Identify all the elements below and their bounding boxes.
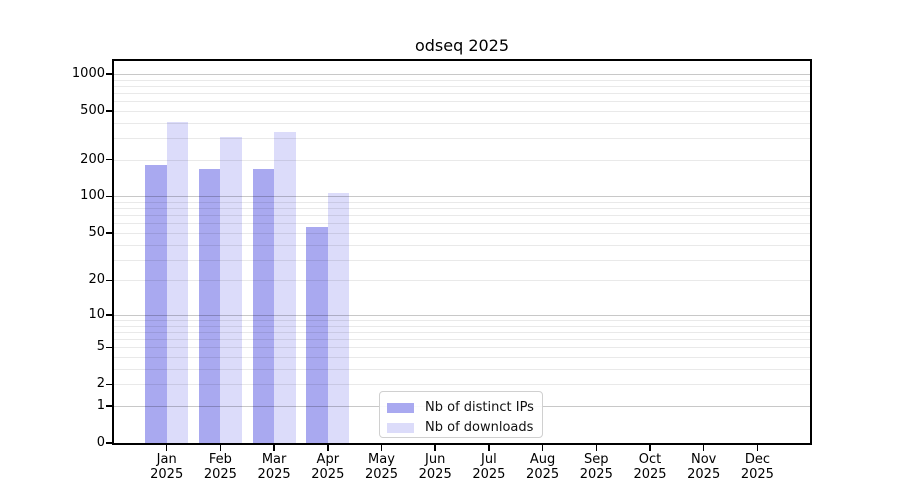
x-tick-label-dec: Dec 2025 [740, 452, 774, 482]
x-tick-label-feb: Feb 2025 [203, 452, 237, 482]
y-tick-label-0: 0 [96, 435, 105, 450]
gridline-y-400 [114, 122, 810, 124]
bar-downloads-jan [166, 122, 189, 443]
gridline-y-20 [114, 280, 810, 282]
gridline-y-200 [114, 159, 810, 161]
gridline-y-600 [114, 101, 810, 103]
y-tick-label-5: 5 [96, 339, 105, 355]
gridline-y-1000 [114, 73, 810, 75]
gridline-y-60 [114, 223, 810, 225]
y-tick-mark-2 [106, 383, 113, 386]
gridline-y-5 [114, 347, 810, 349]
gridline-y-30 [114, 259, 810, 261]
distinct-ips-swatch-icon [387, 403, 414, 413]
x-tick-mark-jun [434, 445, 436, 451]
legend-entry-distinct-ips: Nb of distinct IPs [387, 398, 542, 418]
y-tick-mark-1000 [106, 73, 113, 75]
y-tick-label-2: 2 [96, 376, 105, 392]
y-tick-label-10: 10 [88, 306, 105, 322]
y-tick-mark-20 [106, 279, 113, 282]
gridline-y-100 [114, 196, 810, 198]
gridline-y-800 [114, 85, 810, 87]
x-tick-mark-feb [219, 445, 222, 451]
x-tick-label-jun: Jun 2025 [418, 452, 452, 482]
x-tick-mark-sep [595, 445, 598, 451]
gridline-y-10 [114, 314, 810, 316]
y-tick-label-20: 20 [88, 272, 105, 288]
gridline-y-300 [114, 138, 810, 140]
legend: Nb of distinct IPs Nb of downloads [379, 391, 543, 438]
gridline-y-900 [114, 79, 810, 81]
gridline-y-2 [114, 384, 810, 386]
bar-downloads-mar [274, 132, 296, 443]
y-tick-mark-10 [106, 314, 113, 316]
x-tick-mark-mar [273, 445, 275, 451]
y-tick-mark-50 [106, 232, 113, 234]
y-tick-label-500: 500 [80, 102, 105, 118]
gridline-y-7 [114, 331, 810, 333]
gridline-y-90 [114, 202, 810, 204]
y-tick-mark-5 [106, 346, 113, 349]
x-tick-label-apr: Apr 2025 [311, 452, 345, 482]
legend-label-distinct-ips: Nb of distinct IPs [425, 400, 534, 415]
x-tick-mark-may [380, 445, 383, 451]
x-tick-mark-apr [327, 445, 329, 451]
x-tick-label-aug: Aug 2025 [526, 452, 560, 482]
y-tick-label-50: 50 [88, 224, 105, 240]
gridline-y-4 [114, 357, 810, 359]
x-tick-label-oct: Oct 2025 [633, 452, 667, 482]
gridline-y-8 [114, 325, 810, 327]
bar-distinct-ips-apr [306, 227, 328, 443]
plot-area [112, 59, 812, 445]
x-tick-mark-oct [649, 445, 651, 451]
y-tick-mark-500 [106, 110, 113, 112]
gridline-y-3 [114, 368, 810, 370]
y-tick-label-1: 1 [96, 397, 105, 413]
y-tick-mark-100 [106, 195, 113, 198]
legend-label-downloads: Nb of downloads [425, 420, 534, 435]
x-tick-mark-jul [488, 445, 490, 451]
chart-title: odseq 2025 [414, 36, 510, 55]
y-tick-mark-0 [106, 442, 113, 444]
gridline-y-50 [114, 232, 810, 234]
x-tick-label-jan: Jan 2025 [150, 452, 184, 482]
x-tick-mark-aug [541, 445, 544, 451]
x-tick-mark-jan [165, 445, 168, 451]
y-tick-mark-200 [106, 158, 113, 161]
y-tick-label-200: 200 [80, 151, 105, 167]
gridline-y-9 [114, 320, 810, 321]
x-tick-label-jul: Jul 2025 [472, 452, 506, 482]
y-tick-label-1000: 1000 [71, 65, 105, 81]
y-tick-label-100: 100 [80, 188, 105, 204]
x-tick-label-nov: Nov 2025 [687, 452, 721, 482]
gridline-y-500 [114, 110, 810, 112]
x-tick-mark-dec [756, 445, 759, 451]
legend-entry-downloads: Nb of downloads [387, 418, 542, 438]
downloads-swatch-icon [387, 423, 414, 433]
gridline-y-40 [114, 244, 810, 246]
bar-distinct-ips-feb [198, 168, 221, 443]
x-tick-mark-nov [702, 445, 705, 451]
y-tick-mark-1 [106, 405, 113, 407]
gridline-y-80 [114, 208, 810, 210]
x-tick-label-mar: Mar 2025 [257, 452, 291, 482]
gridline-y-6 [114, 339, 810, 341]
bar-distinct-ips-jan [145, 165, 167, 443]
bar-downloads-feb [220, 136, 242, 443]
bar-downloads-apr [327, 192, 350, 443]
x-tick-label-sep: Sep 2025 [579, 452, 613, 482]
gridline-y-700 [114, 92, 810, 94]
gridline-y-70 [114, 215, 810, 217]
x-tick-label-may: May 2025 [364, 452, 399, 482]
bar-distinct-ips-mar [252, 168, 275, 443]
